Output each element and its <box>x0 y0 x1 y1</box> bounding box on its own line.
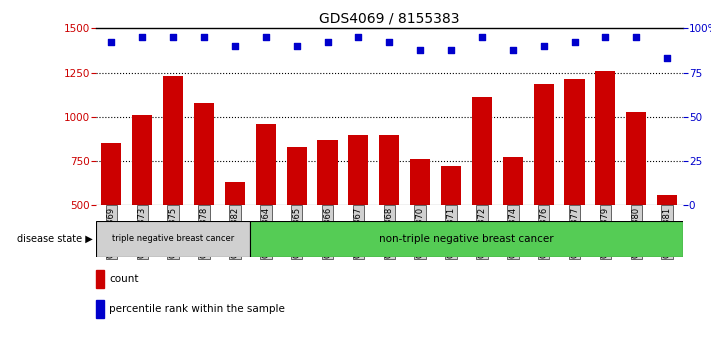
Point <box>476 34 488 40</box>
Bar <box>533 84 554 294</box>
Bar <box>472 97 492 294</box>
Text: percentile rank within the sample: percentile rank within the sample <box>109 304 285 314</box>
Text: non-triple negative breast cancer: non-triple negative breast cancer <box>379 234 554 244</box>
Bar <box>379 135 400 294</box>
Bar <box>96 270 104 288</box>
Point <box>507 47 518 52</box>
Point <box>383 40 395 45</box>
Bar <box>503 156 523 294</box>
Point <box>322 40 333 45</box>
Bar <box>102 143 122 294</box>
Bar <box>441 166 461 294</box>
Bar <box>287 147 306 294</box>
Point <box>445 47 456 52</box>
Point <box>538 43 550 49</box>
Bar <box>595 71 616 294</box>
Bar <box>132 115 152 294</box>
Point <box>291 43 302 49</box>
Point <box>168 34 179 40</box>
Point <box>415 47 426 52</box>
Bar <box>565 79 584 294</box>
Bar <box>626 112 646 294</box>
Point <box>631 34 642 40</box>
Point <box>661 56 673 61</box>
Text: triple negative breast cancer: triple negative breast cancer <box>112 234 235 244</box>
Point <box>353 34 364 40</box>
Bar <box>410 159 430 294</box>
Bar <box>348 135 368 294</box>
Point <box>137 34 148 40</box>
Point <box>106 40 117 45</box>
Bar <box>318 140 338 294</box>
Point <box>198 34 210 40</box>
Bar <box>657 195 677 294</box>
Point <box>260 34 272 40</box>
Bar <box>194 103 214 294</box>
Text: disease state ▶: disease state ▶ <box>16 234 92 244</box>
Bar <box>256 124 276 294</box>
Point <box>569 40 580 45</box>
Text: count: count <box>109 274 139 284</box>
Bar <box>96 221 250 257</box>
Bar <box>163 76 183 294</box>
Point <box>229 43 240 49</box>
Bar <box>96 300 104 318</box>
Bar <box>250 221 683 257</box>
Bar <box>225 182 245 294</box>
Point <box>599 34 611 40</box>
Title: GDS4069 / 8155383: GDS4069 / 8155383 <box>319 12 459 26</box>
